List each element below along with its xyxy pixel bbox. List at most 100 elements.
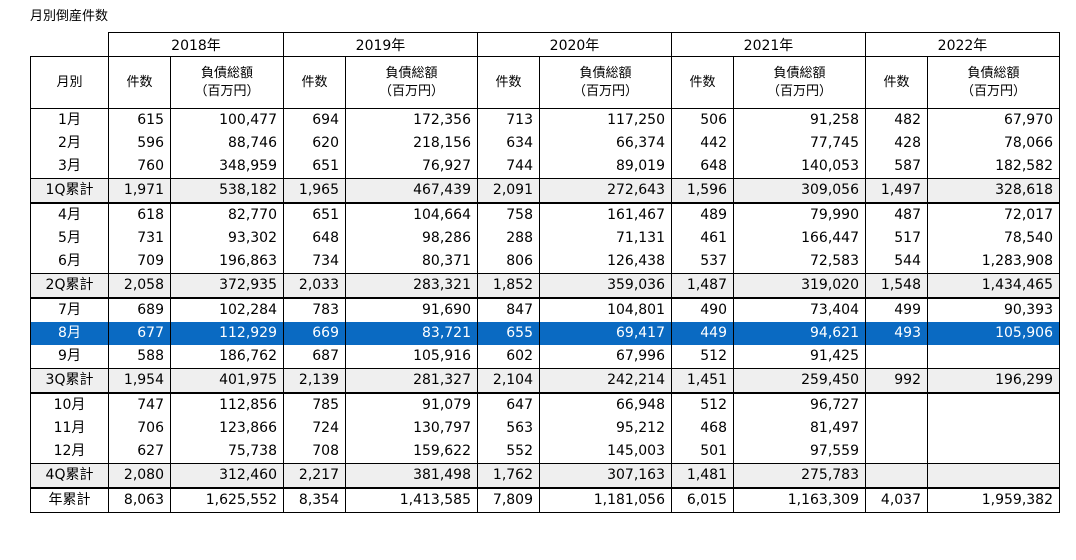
debt-cell: 88,746 bbox=[170, 132, 284, 155]
debt-cell: 73,404 bbox=[733, 297, 866, 322]
count-cell: 620 bbox=[283, 132, 346, 155]
count-cell: 734 bbox=[283, 250, 346, 274]
count-cell bbox=[865, 463, 928, 489]
table-body: 1月 615 100,477 694 172,356 713 117,250 506 91,25… bbox=[30, 108, 1060, 513]
count-cell bbox=[865, 440, 928, 464]
count-cell: 6,015 bbox=[671, 487, 734, 513]
debt-cell: 67,970 bbox=[927, 108, 1060, 132]
debt-cell bbox=[927, 463, 1060, 489]
count-cell: 1,971 bbox=[108, 178, 171, 204]
debt-cell: 196,299 bbox=[927, 368, 1060, 394]
row-label: 1月 bbox=[30, 108, 109, 132]
debt-cell: 140,053 bbox=[733, 155, 866, 179]
count-cell: 847 bbox=[477, 297, 540, 322]
row-label: 9月 bbox=[30, 345, 109, 369]
debt-cell: 1,625,552 bbox=[170, 487, 284, 513]
debt-cell: 96,727 bbox=[733, 392, 866, 417]
count-cell: 744 bbox=[477, 155, 540, 179]
row-label: 8月 bbox=[30, 322, 109, 345]
debt-cell: 90,393 bbox=[927, 297, 1060, 322]
count-cell: 468 bbox=[671, 417, 734, 440]
debt-cell: 100,477 bbox=[170, 108, 284, 132]
count-cell: 8,063 bbox=[108, 487, 171, 513]
debt-cell: 72,017 bbox=[927, 202, 1060, 227]
count-cell: 501 bbox=[671, 440, 734, 464]
debt-cell: 259,450 bbox=[733, 368, 866, 394]
table-row: 1月 615 100,477 694 172,356 713 117,250 506 91,25… bbox=[30, 108, 1060, 132]
debt-cell: 348,959 bbox=[170, 155, 284, 179]
debt-cell: 281,327 bbox=[345, 368, 478, 394]
debt-cell: 105,916 bbox=[345, 345, 478, 369]
count-cell bbox=[865, 345, 928, 369]
count-cell: 1,487 bbox=[671, 273, 734, 299]
count-cell: 2,217 bbox=[283, 463, 346, 489]
count-cell: 288 bbox=[477, 227, 540, 250]
table-row: 3月 760 348,959 651 76,927 744 89,019 648 140,053… bbox=[30, 155, 1060, 179]
count-cell: 512 bbox=[671, 345, 734, 369]
debt-unit: （百万円） bbox=[960, 83, 1026, 99]
count-cell: 713 bbox=[477, 108, 540, 132]
debt-cell: 102,284 bbox=[170, 297, 284, 322]
count-cell: 552 bbox=[477, 440, 540, 464]
count-cell: 563 bbox=[477, 417, 540, 440]
debt-cell: 359,036 bbox=[539, 273, 672, 299]
debt-cell: 307,163 bbox=[539, 463, 672, 489]
count-cell: 689 bbox=[108, 297, 171, 322]
debt-cell: 71,131 bbox=[539, 227, 672, 250]
table-row: 6月 709 196,863 734 80,371 806 126,438 537 72,583… bbox=[30, 250, 1060, 274]
debt-cell: 67,996 bbox=[539, 345, 672, 369]
debt-cell: 319,020 bbox=[733, 273, 866, 299]
count-cell bbox=[865, 392, 928, 417]
debt-cell: 159,622 bbox=[345, 440, 478, 464]
table-row: 11月 706 123,866 724 130,797 563 95,212 468 81,49… bbox=[30, 417, 1060, 440]
corner-cell bbox=[30, 32, 109, 57]
count-cell: 1,852 bbox=[477, 273, 540, 299]
debt-cell: 130,797 bbox=[345, 417, 478, 440]
row-label: 4月 bbox=[30, 202, 109, 227]
debt-cell: 161,467 bbox=[539, 202, 672, 227]
debt-cell: 72,583 bbox=[733, 250, 866, 274]
debt-cell: 79,990 bbox=[733, 202, 866, 227]
count-cell: 587 bbox=[865, 155, 928, 179]
count-cell: 760 bbox=[108, 155, 171, 179]
count-cell: 487 bbox=[865, 202, 928, 227]
row-label: 10月 bbox=[30, 392, 109, 417]
debt-cell bbox=[927, 440, 1060, 464]
bankruptcy-table: 2018年 2019年 2020年 2021年 2022年 月別 件数 負債総額… bbox=[30, 32, 1060, 513]
year-header: 2018年 bbox=[108, 32, 284, 57]
row-label: 1Q累計 bbox=[30, 178, 109, 204]
debt-cell: 145,003 bbox=[539, 440, 672, 464]
debt-label: 負債総額 bbox=[579, 65, 632, 81]
count-column-header: 件数 bbox=[671, 56, 734, 109]
debt-label: 負債総額 bbox=[385, 65, 438, 81]
table-row: 2Q累計 2,058 372,935 2,033 283,321 1,852 359,036… bbox=[30, 273, 1060, 299]
count-cell: 2,104 bbox=[477, 368, 540, 394]
count-cell: 1,762 bbox=[477, 463, 540, 489]
row-label: 12月 bbox=[30, 440, 109, 464]
count-cell: 7,809 bbox=[477, 487, 540, 513]
count-cell: 2,139 bbox=[283, 368, 346, 394]
count-cell: 1,596 bbox=[671, 178, 734, 204]
count-cell: 442 bbox=[671, 132, 734, 155]
debt-cell: 401,975 bbox=[170, 368, 284, 394]
debt-cell: 91,425 bbox=[733, 345, 866, 369]
debt-cell: 97,559 bbox=[733, 440, 866, 464]
debt-cell: 1,413,585 bbox=[345, 487, 478, 513]
debt-label: 負債総額 bbox=[773, 65, 826, 81]
count-cell: 1,965 bbox=[283, 178, 346, 204]
count-column-header: 件数 bbox=[283, 56, 346, 109]
count-cell: 647 bbox=[477, 392, 540, 417]
debt-cell: 98,286 bbox=[345, 227, 478, 250]
debt-cell: 126,438 bbox=[539, 250, 672, 274]
debt-cell: 182,582 bbox=[927, 155, 1060, 179]
count-column-header: 件数 bbox=[108, 56, 171, 109]
year-header: 2021年 bbox=[671, 32, 866, 57]
count-cell: 1,481 bbox=[671, 463, 734, 489]
year-header: 2020年 bbox=[477, 32, 672, 57]
debt-cell: 1,434,465 bbox=[927, 273, 1060, 299]
debt-cell: 312,460 bbox=[170, 463, 284, 489]
table-row: 12月 627 75,738 708 159,622 552 145,003 501 97,55… bbox=[30, 440, 1060, 464]
debt-cell: 104,664 bbox=[345, 202, 478, 227]
debt-cell: 538,182 bbox=[170, 178, 284, 204]
count-cell: 449 bbox=[671, 322, 734, 345]
